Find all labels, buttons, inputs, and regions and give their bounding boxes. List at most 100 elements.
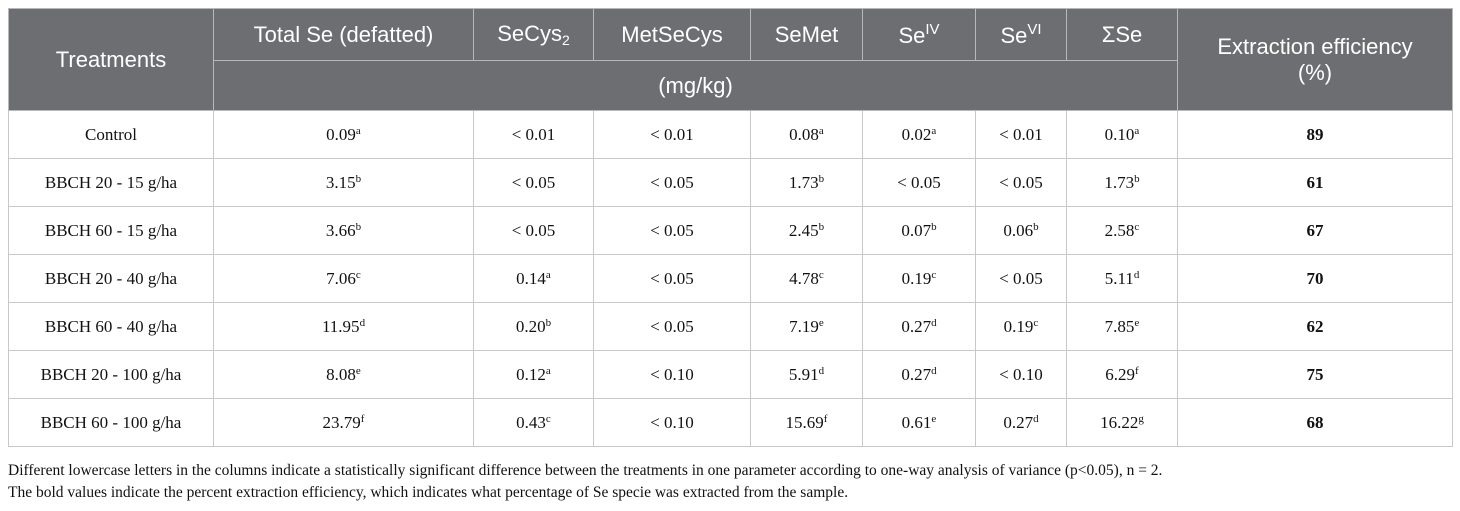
value: 0.20 bbox=[515, 316, 546, 336]
value-cell: 3.15b bbox=[213, 158, 474, 207]
header-cell: SeMet bbox=[750, 8, 863, 61]
significance-letter: c bbox=[1033, 316, 1039, 329]
significance-letter: e bbox=[931, 412, 937, 425]
value-cell: 15.69f bbox=[750, 398, 863, 447]
significance-letter: d bbox=[359, 316, 366, 329]
table-row: BBCH 60 - 100 g/ha 23.79f 0.43c < 0.10 15.69… bbox=[8, 398, 1453, 447]
value: 3.66 bbox=[325, 220, 356, 240]
header-cell: SeIV bbox=[862, 8, 976, 61]
header-cell: Extraction efficiency (%) bbox=[1177, 8, 1453, 111]
significance-letter: d bbox=[1033, 412, 1039, 425]
significance-letter: c bbox=[355, 268, 361, 281]
value: 11.95 bbox=[321, 316, 360, 336]
significance-letter: b bbox=[931, 220, 937, 233]
value-cell: 0.19c bbox=[975, 302, 1067, 351]
significance-letter: b bbox=[1134, 172, 1140, 185]
value: 0.08 bbox=[789, 124, 819, 144]
efficiency-cell: 68 bbox=[1177, 398, 1453, 447]
significance-letter: d bbox=[1133, 268, 1140, 281]
value-cell: < 0.10 bbox=[593, 398, 751, 447]
header-text: Extraction efficiency bbox=[1217, 33, 1413, 59]
significance-letter: f bbox=[823, 412, 828, 425]
value-cell: 7.06c bbox=[213, 254, 474, 303]
table-row: BBCH 20 - 100 g/ha 8.08e 0.12a < 0.10 5.91d 0… bbox=[8, 350, 1453, 399]
efficiency-cell: 67 bbox=[1177, 206, 1453, 255]
value-cell: 0.06b bbox=[975, 206, 1067, 255]
value: 1.73 bbox=[788, 172, 819, 192]
significance-letter: a bbox=[931, 124, 937, 137]
value-cell: < 0.05 bbox=[593, 302, 751, 351]
treatment-cell: BBCH 20 - 15 g/ha bbox=[8, 158, 214, 207]
value-cell: 0.14a bbox=[473, 254, 594, 303]
value: 0.07 bbox=[901, 220, 932, 240]
unit-cell: (mg/kg) bbox=[213, 60, 1178, 111]
treatment-cell: BBCH 60 - 40 g/ha bbox=[8, 302, 214, 351]
value-cell: < 0.05 bbox=[473, 206, 594, 255]
value: 0.27 bbox=[901, 364, 932, 384]
value-cell: 7.85e bbox=[1066, 302, 1178, 351]
value: 0.19 bbox=[1003, 316, 1034, 336]
header-cell: SeVI bbox=[975, 8, 1067, 61]
value: 0.12 bbox=[516, 364, 546, 384]
value-cell: < 0.01 bbox=[473, 110, 594, 159]
significance-letter: f bbox=[1135, 364, 1139, 377]
value-cell: < 0.10 bbox=[975, 350, 1067, 399]
table-row: Control 0.09a < 0.01 < 0.01 0.08a 0.02a < 0.01… bbox=[8, 110, 1453, 159]
significance-letter: b bbox=[1033, 220, 1039, 233]
header-cell: MetSeCys bbox=[593, 8, 751, 61]
value: < 0.05 bbox=[650, 268, 694, 288]
efficiency-cell: 75 bbox=[1177, 350, 1453, 399]
table-row: BBCH 20 - 40 g/ha 7.06c 0.14a < 0.05 4.78c 0.… bbox=[8, 254, 1453, 303]
significance-letter: c bbox=[545, 412, 551, 425]
value-cell: < 0.05 bbox=[473, 158, 594, 207]
value-cell: 4.78c bbox=[750, 254, 863, 303]
value: < 0.10 bbox=[999, 364, 1043, 384]
value: < 0.10 bbox=[650, 364, 694, 384]
header-text: SeCys bbox=[497, 21, 562, 46]
value-cell: 0.61e bbox=[862, 398, 976, 447]
value-cell: 11.95d bbox=[213, 302, 474, 351]
value: 5.91 bbox=[788, 364, 819, 384]
table-row: BBCH 60 - 40 g/ha 11.95d 0.20b < 0.05 7.19e 0… bbox=[8, 302, 1453, 351]
value-cell: 8.08e bbox=[213, 350, 474, 399]
header-row: (mg/kg) bbox=[9, 60, 1453, 111]
significance-letter: a bbox=[355, 124, 361, 137]
significance-letter: b bbox=[818, 172, 825, 185]
value-cell: 0.02a bbox=[862, 110, 976, 159]
value-cell: 5.11d bbox=[1066, 254, 1178, 303]
significance-letter: a bbox=[545, 268, 551, 281]
header-cell: Total Se (defatted) bbox=[213, 8, 474, 61]
value-cell: 0.08a bbox=[750, 110, 863, 159]
value: 0.09 bbox=[326, 124, 356, 144]
efficiency-cell: 61 bbox=[1177, 158, 1453, 207]
value: 7.19 bbox=[789, 316, 819, 336]
value-cell: 0.19c bbox=[862, 254, 976, 303]
efficiency-cell: 62 bbox=[1177, 302, 1453, 351]
value: < 0.10 bbox=[650, 412, 694, 432]
value: 0.14 bbox=[516, 268, 546, 288]
significance-letter: d bbox=[818, 364, 825, 377]
value-cell: < 0.01 bbox=[975, 110, 1067, 159]
value-cell: 7.19e bbox=[750, 302, 863, 351]
significance-letter: c bbox=[1134, 220, 1140, 233]
efficiency-cell: 70 bbox=[1177, 254, 1453, 303]
table-row: BBCH 20 - 15 g/ha 3.15b < 0.05 < 0.05 1.73b <… bbox=[8, 158, 1453, 207]
value: 6.29 bbox=[1105, 364, 1136, 384]
value-cell: 1.73b bbox=[750, 158, 863, 207]
header-text: SeMet bbox=[774, 21, 839, 47]
footnote: Different lowercase letters in the colum… bbox=[8, 462, 1163, 479]
value: 0.10 bbox=[1104, 124, 1135, 144]
significance-letter: c bbox=[931, 268, 937, 281]
value: < 0.01 bbox=[650, 124, 694, 144]
header-cell: ΣSe bbox=[1066, 8, 1178, 61]
treatment-cell: BBCH 20 - 100 g/ha bbox=[8, 350, 214, 399]
value-cell: 0.27d bbox=[975, 398, 1067, 447]
significance-letter: b bbox=[545, 316, 552, 329]
value-cell: 0.09a bbox=[213, 110, 474, 159]
value-cell: 1.73b bbox=[1066, 158, 1178, 207]
value-cell: 2.45b bbox=[750, 206, 863, 255]
significance-letter: c bbox=[818, 268, 824, 281]
value: 23.79 bbox=[322, 412, 361, 432]
value-cell: < 0.05 bbox=[862, 158, 976, 207]
value: < 0.01 bbox=[999, 124, 1043, 144]
